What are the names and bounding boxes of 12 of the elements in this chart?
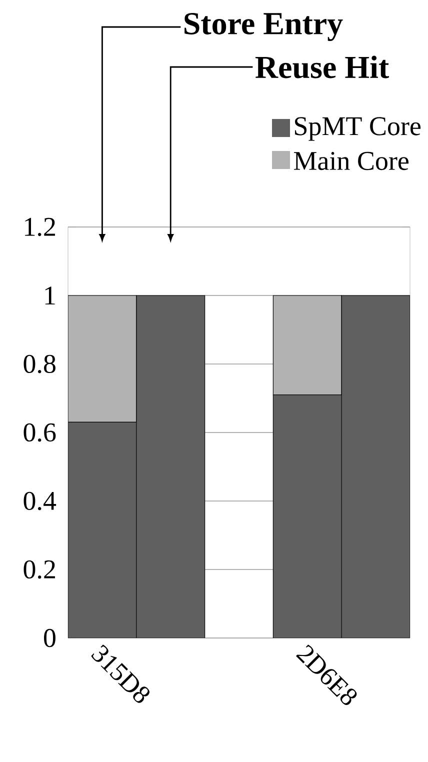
y-tick-label: 0.2 bbox=[24, 560, 55, 579]
legend-label: Main Core bbox=[294, 152, 408, 170]
legend-label: SpMT Core bbox=[295, 117, 421, 141]
bar bbox=[272, 295, 342, 396]
text: Store Entry bbox=[184, 12, 343, 42]
y-tick-label: 0.8 bbox=[24, 354, 56, 374]
y-tick-label: 0.4 bbox=[24, 492, 56, 510]
y-tick-label: 1.2 bbox=[25, 218, 55, 236]
y-tick-label: 1 bbox=[45, 286, 55, 304]
text: Reuse Hit bbox=[255, 56, 389, 78]
y-tick-label: 0.6 bbox=[24, 423, 56, 442]
y-tick-label: 0 bbox=[44, 628, 56, 648]
